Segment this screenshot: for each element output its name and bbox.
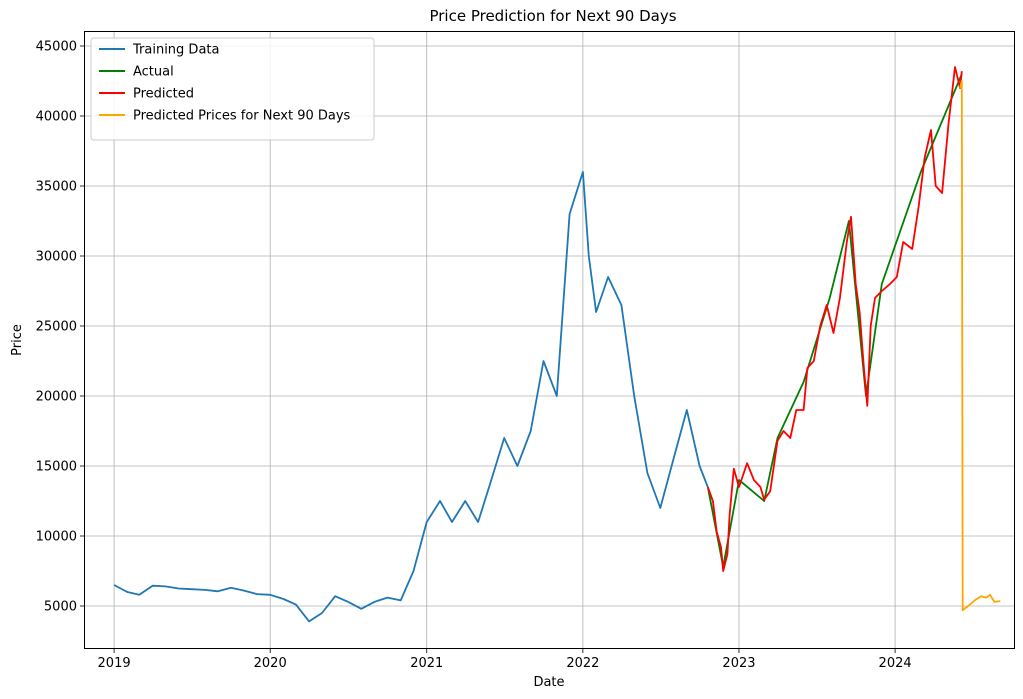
legend-label: Predicted Prices for Next 90 Days (133, 109, 351, 124)
x-tick-label: 2022 (566, 656, 599, 671)
y-tick-label: 15000 (36, 460, 77, 475)
series-line-predicted-prices-for-next-90-days (959, 80, 1001, 612)
y-tick-label: 45000 (36, 40, 77, 55)
series-line-training-data (113, 171, 709, 623)
x-axis-label: Date (533, 675, 564, 690)
series-line-predicted (706, 66, 963, 572)
y-tick-label: 30000 (36, 250, 77, 265)
legend-label: Predicted (133, 87, 194, 102)
legend: Training Data Actual Predicted Predicted Pr… (90, 37, 375, 141)
legend-label: Actual (133, 65, 174, 80)
x-tick-label: 2024 (879, 656, 912, 671)
chart-title: Price Prediction for Next 90 Days (429, 7, 676, 25)
series-line-actual (706, 73, 963, 568)
x-axis: 2019 2020 2021 2022 2023 2024 (98, 648, 912, 671)
y-axis-label: Price (10, 324, 25, 356)
y-tick-label: 25000 (36, 320, 77, 335)
y-tick-label: 5000 (44, 600, 77, 615)
y-tick-label: 35000 (36, 180, 77, 195)
legend-box (90, 37, 375, 141)
x-tick-label: 2019 (98, 656, 131, 671)
grid-lines (85, 32, 1014, 648)
y-tick-label: 40000 (36, 110, 77, 125)
x-tick-label: 2021 (410, 656, 443, 671)
plot-frame (84, 31, 1015, 649)
y-axis: 5000 10000 15000 20000 25000 30000 35000 40000 4… (36, 40, 85, 615)
legend-label: Training Data (132, 43, 219, 58)
x-tick-label: 2020 (254, 656, 287, 671)
series-layer (113, 66, 1001, 623)
y-tick-label: 20000 (36, 390, 77, 405)
x-tick-label: 2023 (722, 656, 755, 671)
y-tick-label: 10000 (36, 530, 77, 545)
